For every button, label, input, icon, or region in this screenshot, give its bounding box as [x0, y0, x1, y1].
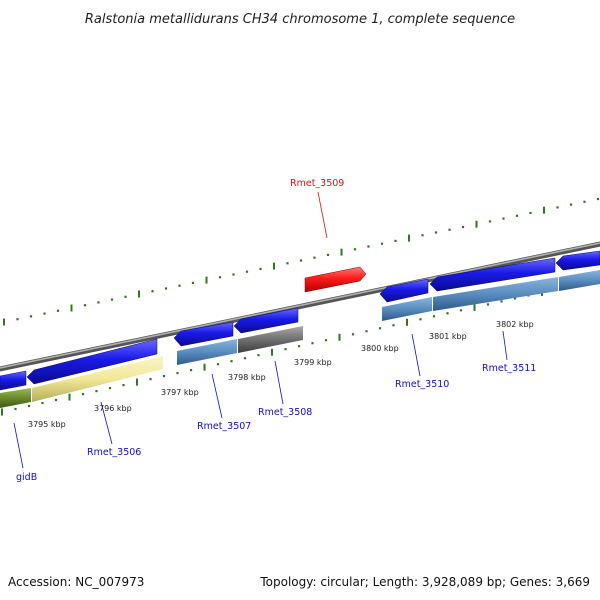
- map-title: Ralstonia metallidurans CH34 chromosome …: [85, 12, 515, 27]
- accession-text: Accession: NC_007973: [8, 575, 145, 589]
- gene-arrow-rmet-3510[interactable]: [379, 278, 429, 303]
- gene-arrow-rmet-3506[interactable]: [26, 338, 158, 385]
- gene-label-rmet-3506[interactable]: Rmet_3506: [87, 447, 141, 458]
- kbp-label: 3798 kbp: [228, 373, 266, 382]
- genome-backbone: [0, 241, 600, 372]
- gene-label-rmet-3511[interactable]: Rmet_3511: [482, 363, 536, 374]
- gene-arrow-rmet-3509[interactable]: [304, 266, 367, 293]
- gene-arrow-rmet-3511[interactable]: [429, 257, 556, 292]
- gene-arrow-gidB[interactable]: [0, 370, 27, 391]
- kbp-label: 3802 kbp: [496, 320, 534, 329]
- kbp-label: 3800 kbp: [361, 344, 399, 353]
- feature-next: [559, 270, 600, 291]
- upper-tick-row: [3, 197, 600, 326]
- gene-callouts: gidB Rmet_3506 Rmet_3507 Rmet_3508 Rmet_…: [13, 178, 536, 483]
- kbp-label: 3801 kbp: [429, 332, 467, 341]
- feature-track: [0, 270, 600, 408]
- gene-label-rmet-3509[interactable]: Rmet_3509: [290, 178, 344, 189]
- feature-rmet-3511: [433, 277, 558, 311]
- gene-label-rmet-3508[interactable]: Rmet_3508: [258, 407, 312, 418]
- feature-rmet-3506: [32, 356, 163, 402]
- feature-rmet-3508: [238, 326, 303, 353]
- gene-arrow-rmet-3507[interactable]: [173, 321, 234, 347]
- feature-rmet-3510: [382, 297, 432, 321]
- kbp-label: 3796 kbp: [94, 404, 132, 413]
- gene-label-gidB[interactable]: gidB: [16, 472, 37, 483]
- cds-track: [0, 250, 600, 391]
- kbp-ruler-labels: 3795 kbp 3796 kbp 3797 kbp 3798 kbp 3799…: [28, 320, 534, 429]
- feature-rmet-3507: [177, 339, 237, 365]
- gene-arrow-next[interactable]: [555, 250, 600, 271]
- feature-gidB: [0, 388, 31, 408]
- gene-label-rmet-3510[interactable]: Rmet_3510: [395, 379, 449, 390]
- gene-label-rmet-3507[interactable]: Rmet_3507: [197, 421, 251, 432]
- gene-arrow-rmet-3508[interactable]: [233, 307, 299, 334]
- kbp-label: 3797 kbp: [161, 388, 199, 397]
- topology-text: Topology: circular; Length: 3,928,089 bp…: [260, 575, 590, 589]
- kbp-label: 3795 kbp: [28, 420, 66, 429]
- kbp-label: 3799 kbp: [294, 358, 332, 367]
- lower-tick-row: [1, 279, 598, 416]
